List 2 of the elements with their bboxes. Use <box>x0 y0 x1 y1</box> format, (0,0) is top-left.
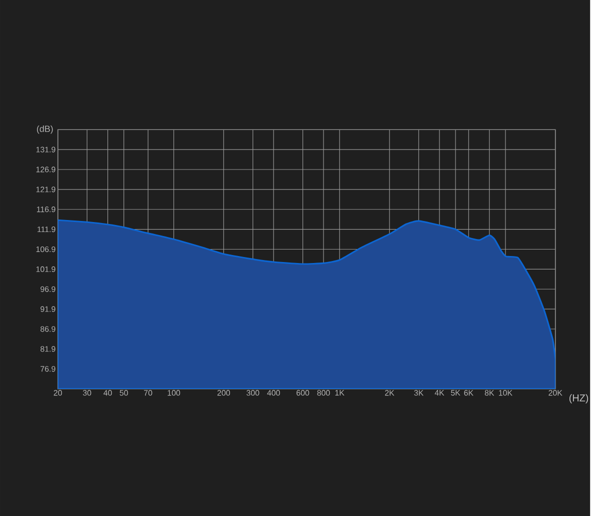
x-axis-title: (HZ) <box>569 394 588 404</box>
y-axis-title: (dB) <box>37 125 53 134</box>
